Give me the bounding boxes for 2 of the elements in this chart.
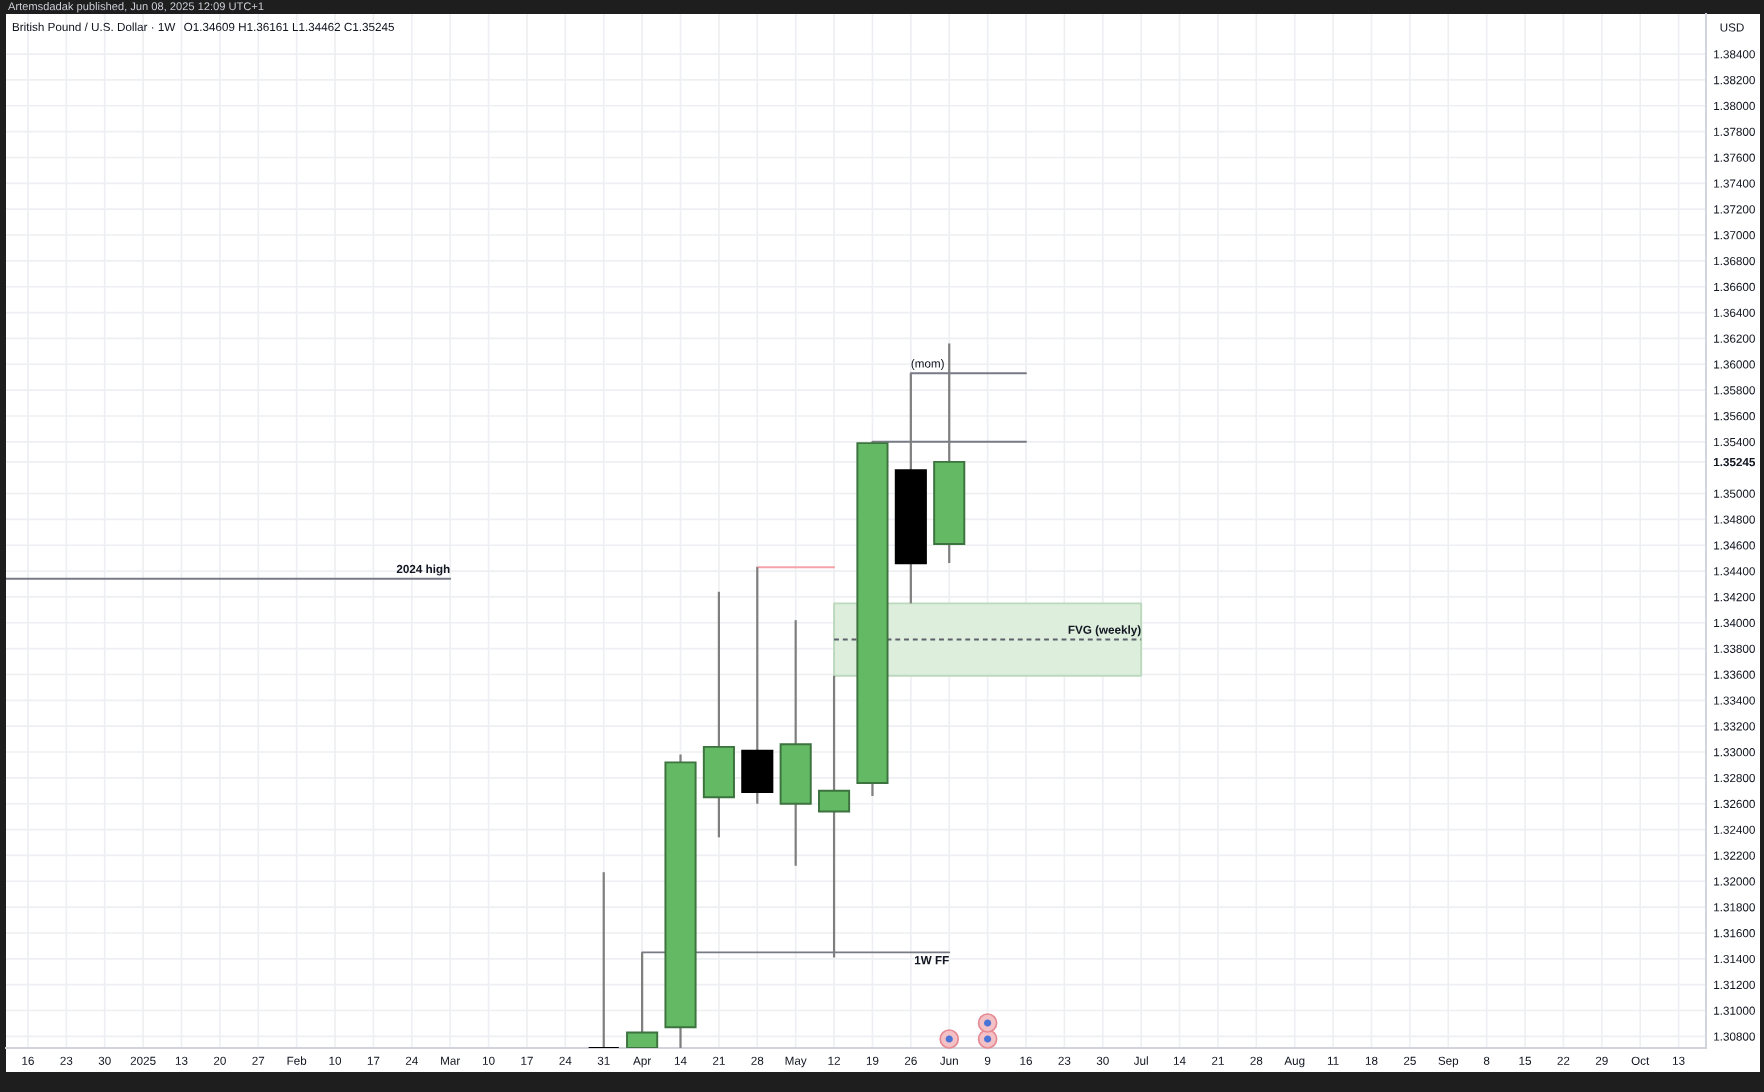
candlestick: [587, 871, 620, 1048]
candlestick: [741, 566, 774, 805]
